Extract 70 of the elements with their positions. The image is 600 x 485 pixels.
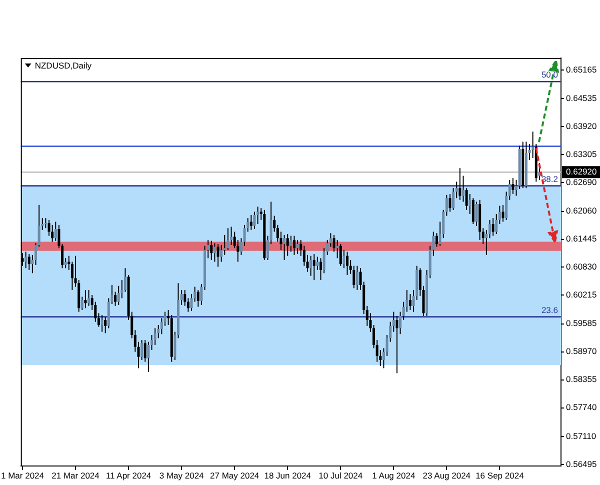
- candlestick: [250, 214, 252, 230]
- candlestick: [346, 251, 349, 276]
- candlestick: [465, 188, 468, 210]
- candlestick: [283, 234, 286, 260]
- candlestick: [44, 218, 47, 229]
- candlestick: [104, 316, 107, 334]
- candlestick: [84, 289, 87, 309]
- candlestick: [472, 198, 474, 225]
- candlestick: [339, 244, 342, 266]
- candlestick: [502, 204, 504, 222]
- candlestick: [28, 254, 30, 270]
- x-tick-label: 11 Apr 2024: [106, 470, 152, 480]
- x-tick-label: 23 Aug 2024: [422, 470, 471, 480]
- y-tick-label: 0.58970: [566, 346, 597, 356]
- candlestick: [448, 194, 452, 212]
- x-tick-label: 10 Jul 2024: [318, 470, 363, 480]
- candlestick: [290, 235, 292, 252]
- candlestick: [24, 251, 28, 269]
- candlestick: [312, 254, 316, 280]
- x-tick-label: 1 Aug 2024: [372, 470, 416, 480]
- candlestick: [292, 235, 296, 256]
- candlestick: [319, 258, 322, 280]
- candlestick: [286, 234, 289, 256]
- y-tick-label: 0.61445: [566, 234, 597, 244]
- y-tick-label: 0.63920: [566, 121, 597, 132]
- y-tick-label: 0.60830: [566, 262, 597, 272]
- candlestick: [462, 175, 464, 202]
- x-tick-label: 21 Mar 2024: [52, 470, 100, 480]
- candlestick: [256, 206, 260, 225]
- chart-title: NZDUSD,Daily: [34, 60, 92, 70]
- ref-line-label: 0.62920: [566, 166, 597, 177]
- candlestick: [100, 314, 104, 332]
- y-tick-label: 0.62690: [566, 176, 597, 187]
- candlestick: [408, 294, 412, 310]
- y-tick-label: 0.60215: [566, 290, 597, 300]
- candlestick: [396, 315, 398, 374]
- candlestick: [356, 265, 358, 290]
- candlestick: [114, 291, 117, 306]
- candlestick: [512, 178, 514, 194]
- candlestick: [435, 232, 438, 248]
- candlestick: [253, 211, 256, 230]
- candlestick: [196, 289, 200, 308]
- candlestick: [310, 255, 312, 276]
- x-tick-label: 3 May 2024: [159, 470, 204, 480]
- candlestick: [316, 256, 319, 270]
- y-tick-label: 0.62060: [566, 206, 597, 216]
- candlestick: [88, 289, 90, 306]
- candlestick: [458, 168, 462, 200]
- candlestick: [342, 249, 346, 269]
- candlestick: [492, 218, 494, 236]
- candlestick: [213, 242, 216, 262]
- candlestick: [210, 240, 213, 260]
- x-tick-label: 16 Sep 2024: [476, 470, 524, 480]
- annotation: 50.0: [541, 70, 558, 80]
- candlestick: [154, 328, 156, 346]
- y-tick-label: 0.63305: [566, 149, 597, 159]
- candlestick: [296, 239, 299, 255]
- y-tick-label: 0.57110: [566, 430, 596, 441]
- y-tick-label: 0.56495: [566, 458, 597, 469]
- candlestick: [51, 224, 54, 242]
- candlestick: [216, 244, 220, 268]
- x-tick-label: 18 Jun 2024: [264, 470, 312, 480]
- y-tick-label: 0.57740: [566, 402, 597, 412]
- y-tick-label: 0.64535: [566, 93, 597, 104]
- x-tick-label: 27 May 2024: [210, 470, 260, 480]
- x-tick-label: 1 Mar 2024: [1, 470, 44, 480]
- annotation: 23.6: [541, 304, 558, 315]
- y-tick-label: 0.58355: [566, 374, 597, 384]
- y-tick-label: 0.65165: [566, 64, 597, 74]
- y-tick-label: 0.59585: [566, 318, 597, 328]
